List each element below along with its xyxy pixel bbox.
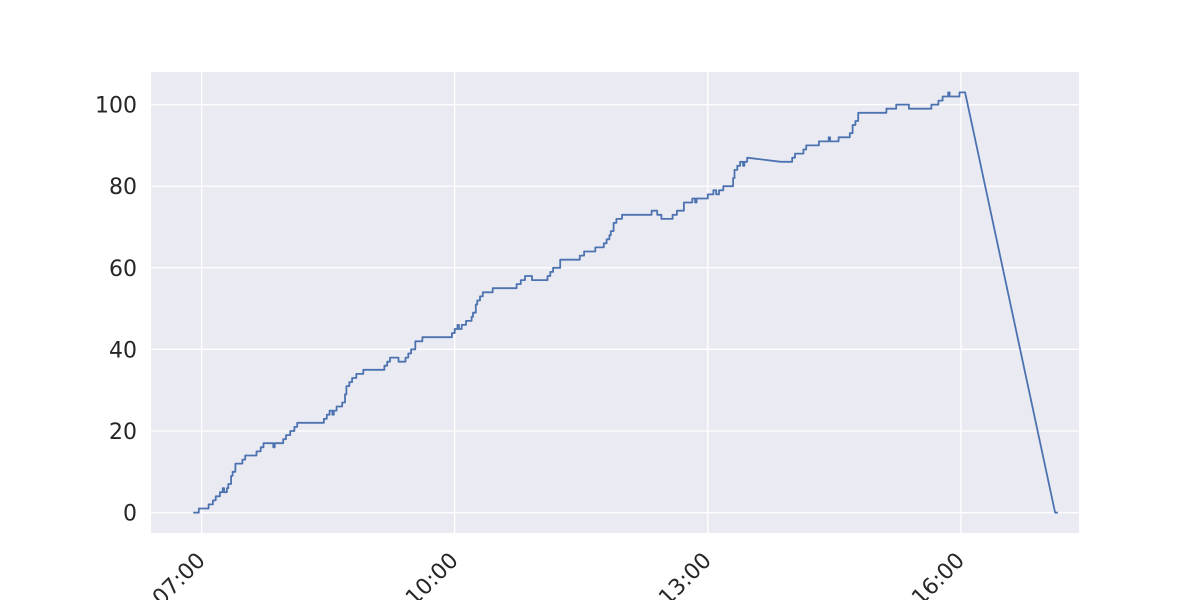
y-tick-labels: 0 20 40 60 80 100 <box>95 94 137 527</box>
y-tick-label: 40 <box>109 338 137 363</box>
x-tick-label: 16:00 <box>907 548 970 600</box>
x-tick-label: 13:00 <box>654 548 717 600</box>
series-layer <box>193 91 1058 514</box>
y-tick-label: 100 <box>95 94 137 119</box>
plot-background <box>151 72 1079 533</box>
y-tick-label: 80 <box>109 175 137 200</box>
y-tick-label: 0 <box>123 502 137 527</box>
y-tick-label: 60 <box>109 257 137 282</box>
x-gridlines <box>200 72 962 533</box>
x-tick-label: 10:00 <box>401 548 464 600</box>
y-gridlines <box>151 103 1079 514</box>
y-tick-label: 20 <box>109 420 137 445</box>
x-tick-labels: 07:00 10:00 13:00 16:00 <box>148 548 970 600</box>
x-tick-label: 07:00 <box>148 548 211 600</box>
series-line <box>193 91 1058 514</box>
